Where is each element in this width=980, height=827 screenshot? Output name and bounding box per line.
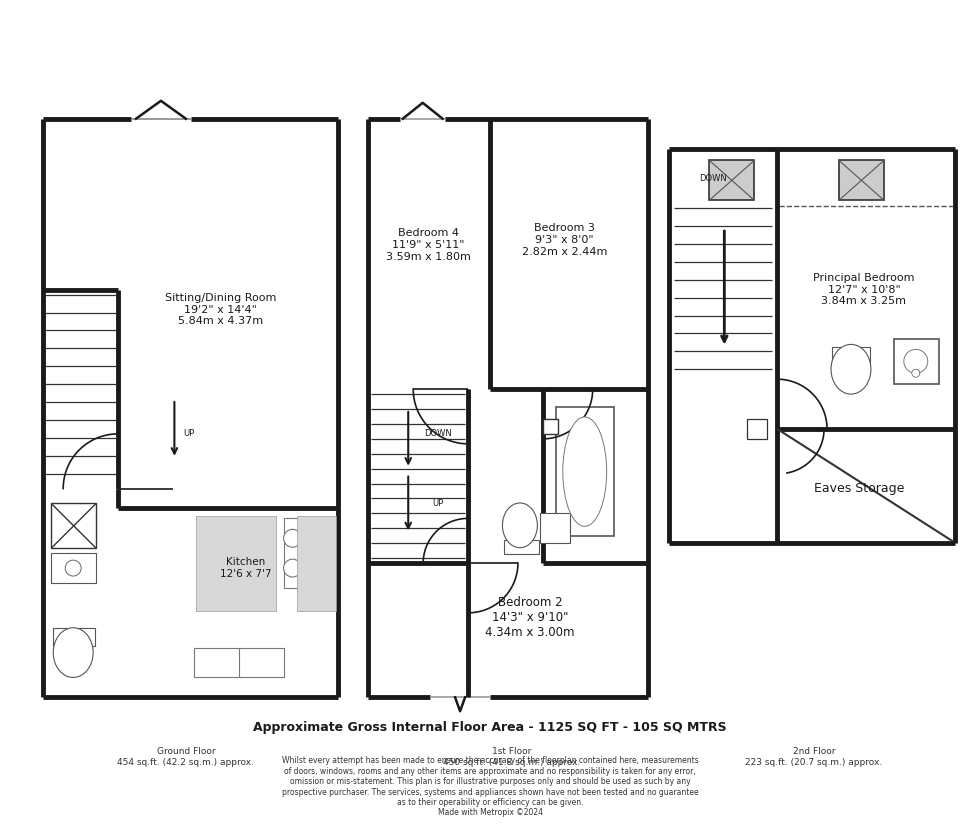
Bar — [748, 419, 767, 439]
Bar — [283, 519, 335, 588]
Ellipse shape — [53, 628, 93, 677]
Text: Bedroom 4
11'9" x 5'11"
3.59m x 1.80m: Bedroom 4 11'9" x 5'11" 3.59m x 1.80m — [386, 228, 470, 261]
Bar — [297, 516, 336, 611]
Bar — [556, 407, 613, 536]
Circle shape — [283, 529, 302, 547]
Bar — [504, 540, 539, 554]
Bar — [839, 160, 884, 200]
Text: Sitting/Dining Room
19'2" x 14'4"
5.84m x 4.37m: Sitting/Dining Room 19'2" x 14'4" 5.84m … — [165, 293, 276, 326]
Ellipse shape — [563, 417, 607, 526]
Bar — [540, 514, 569, 543]
Bar — [53, 628, 95, 646]
Text: Bedroom 2
14'3" x 9'10"
4.34m x 3.00m: Bedroom 2 14'3" x 9'10" 4.34m x 3.00m — [485, 596, 574, 639]
Circle shape — [283, 559, 302, 577]
Circle shape — [911, 369, 920, 377]
Text: Ground Floor
454 sq.ft. (42.2 sq.m.) approx.: Ground Floor 454 sq.ft. (42.2 sq.m.) app… — [118, 748, 255, 767]
Bar — [194, 648, 283, 677]
Text: Eaves Storage: Eaves Storage — [813, 482, 905, 495]
Text: Whilst every attempt has been made to ensure the accuracy of the floorplan conta: Whilst every attempt has been made to en… — [281, 757, 699, 817]
Text: UP: UP — [432, 499, 444, 508]
Ellipse shape — [503, 503, 537, 547]
Circle shape — [66, 560, 81, 576]
Text: DOWN: DOWN — [424, 429, 452, 438]
Text: Principal Bedroom
12'7" x 10'8"
3.84m x 3.25m: Principal Bedroom 12'7" x 10'8" 3.84m x … — [813, 273, 914, 306]
Bar — [51, 553, 96, 583]
Circle shape — [904, 349, 928, 373]
Text: 2nd Floor
223 sq.ft. (20.7 sq.m.) approx.: 2nd Floor 223 sq.ft. (20.7 sq.m.) approx… — [746, 748, 883, 767]
Bar — [894, 339, 939, 385]
Text: 1st Floor
450 sq.ft. (41.8 sq.m.) approx.: 1st Floor 450 sq.ft. (41.8 sq.m.) approx… — [443, 748, 580, 767]
Circle shape — [306, 559, 323, 577]
Text: Bedroom 3
9'3" x 8'0"
2.82m x 2.44m: Bedroom 3 9'3" x 8'0" 2.82m x 2.44m — [522, 223, 608, 256]
Bar — [710, 160, 755, 200]
Bar — [51, 504, 96, 548]
Ellipse shape — [831, 344, 871, 394]
Text: Approximate Gross Internal Floor Area - 1125 SQ FT - 105 SQ MTRS: Approximate Gross Internal Floor Area - … — [253, 720, 727, 734]
Text: DOWN: DOWN — [700, 174, 727, 183]
Bar — [543, 419, 558, 434]
Circle shape — [306, 529, 323, 547]
Text: UP: UP — [183, 429, 195, 438]
Bar — [196, 516, 275, 611]
Text: Kitchen
12'6 x 7'7: Kitchen 12'6 x 7'7 — [220, 557, 271, 579]
Bar — [832, 347, 870, 363]
